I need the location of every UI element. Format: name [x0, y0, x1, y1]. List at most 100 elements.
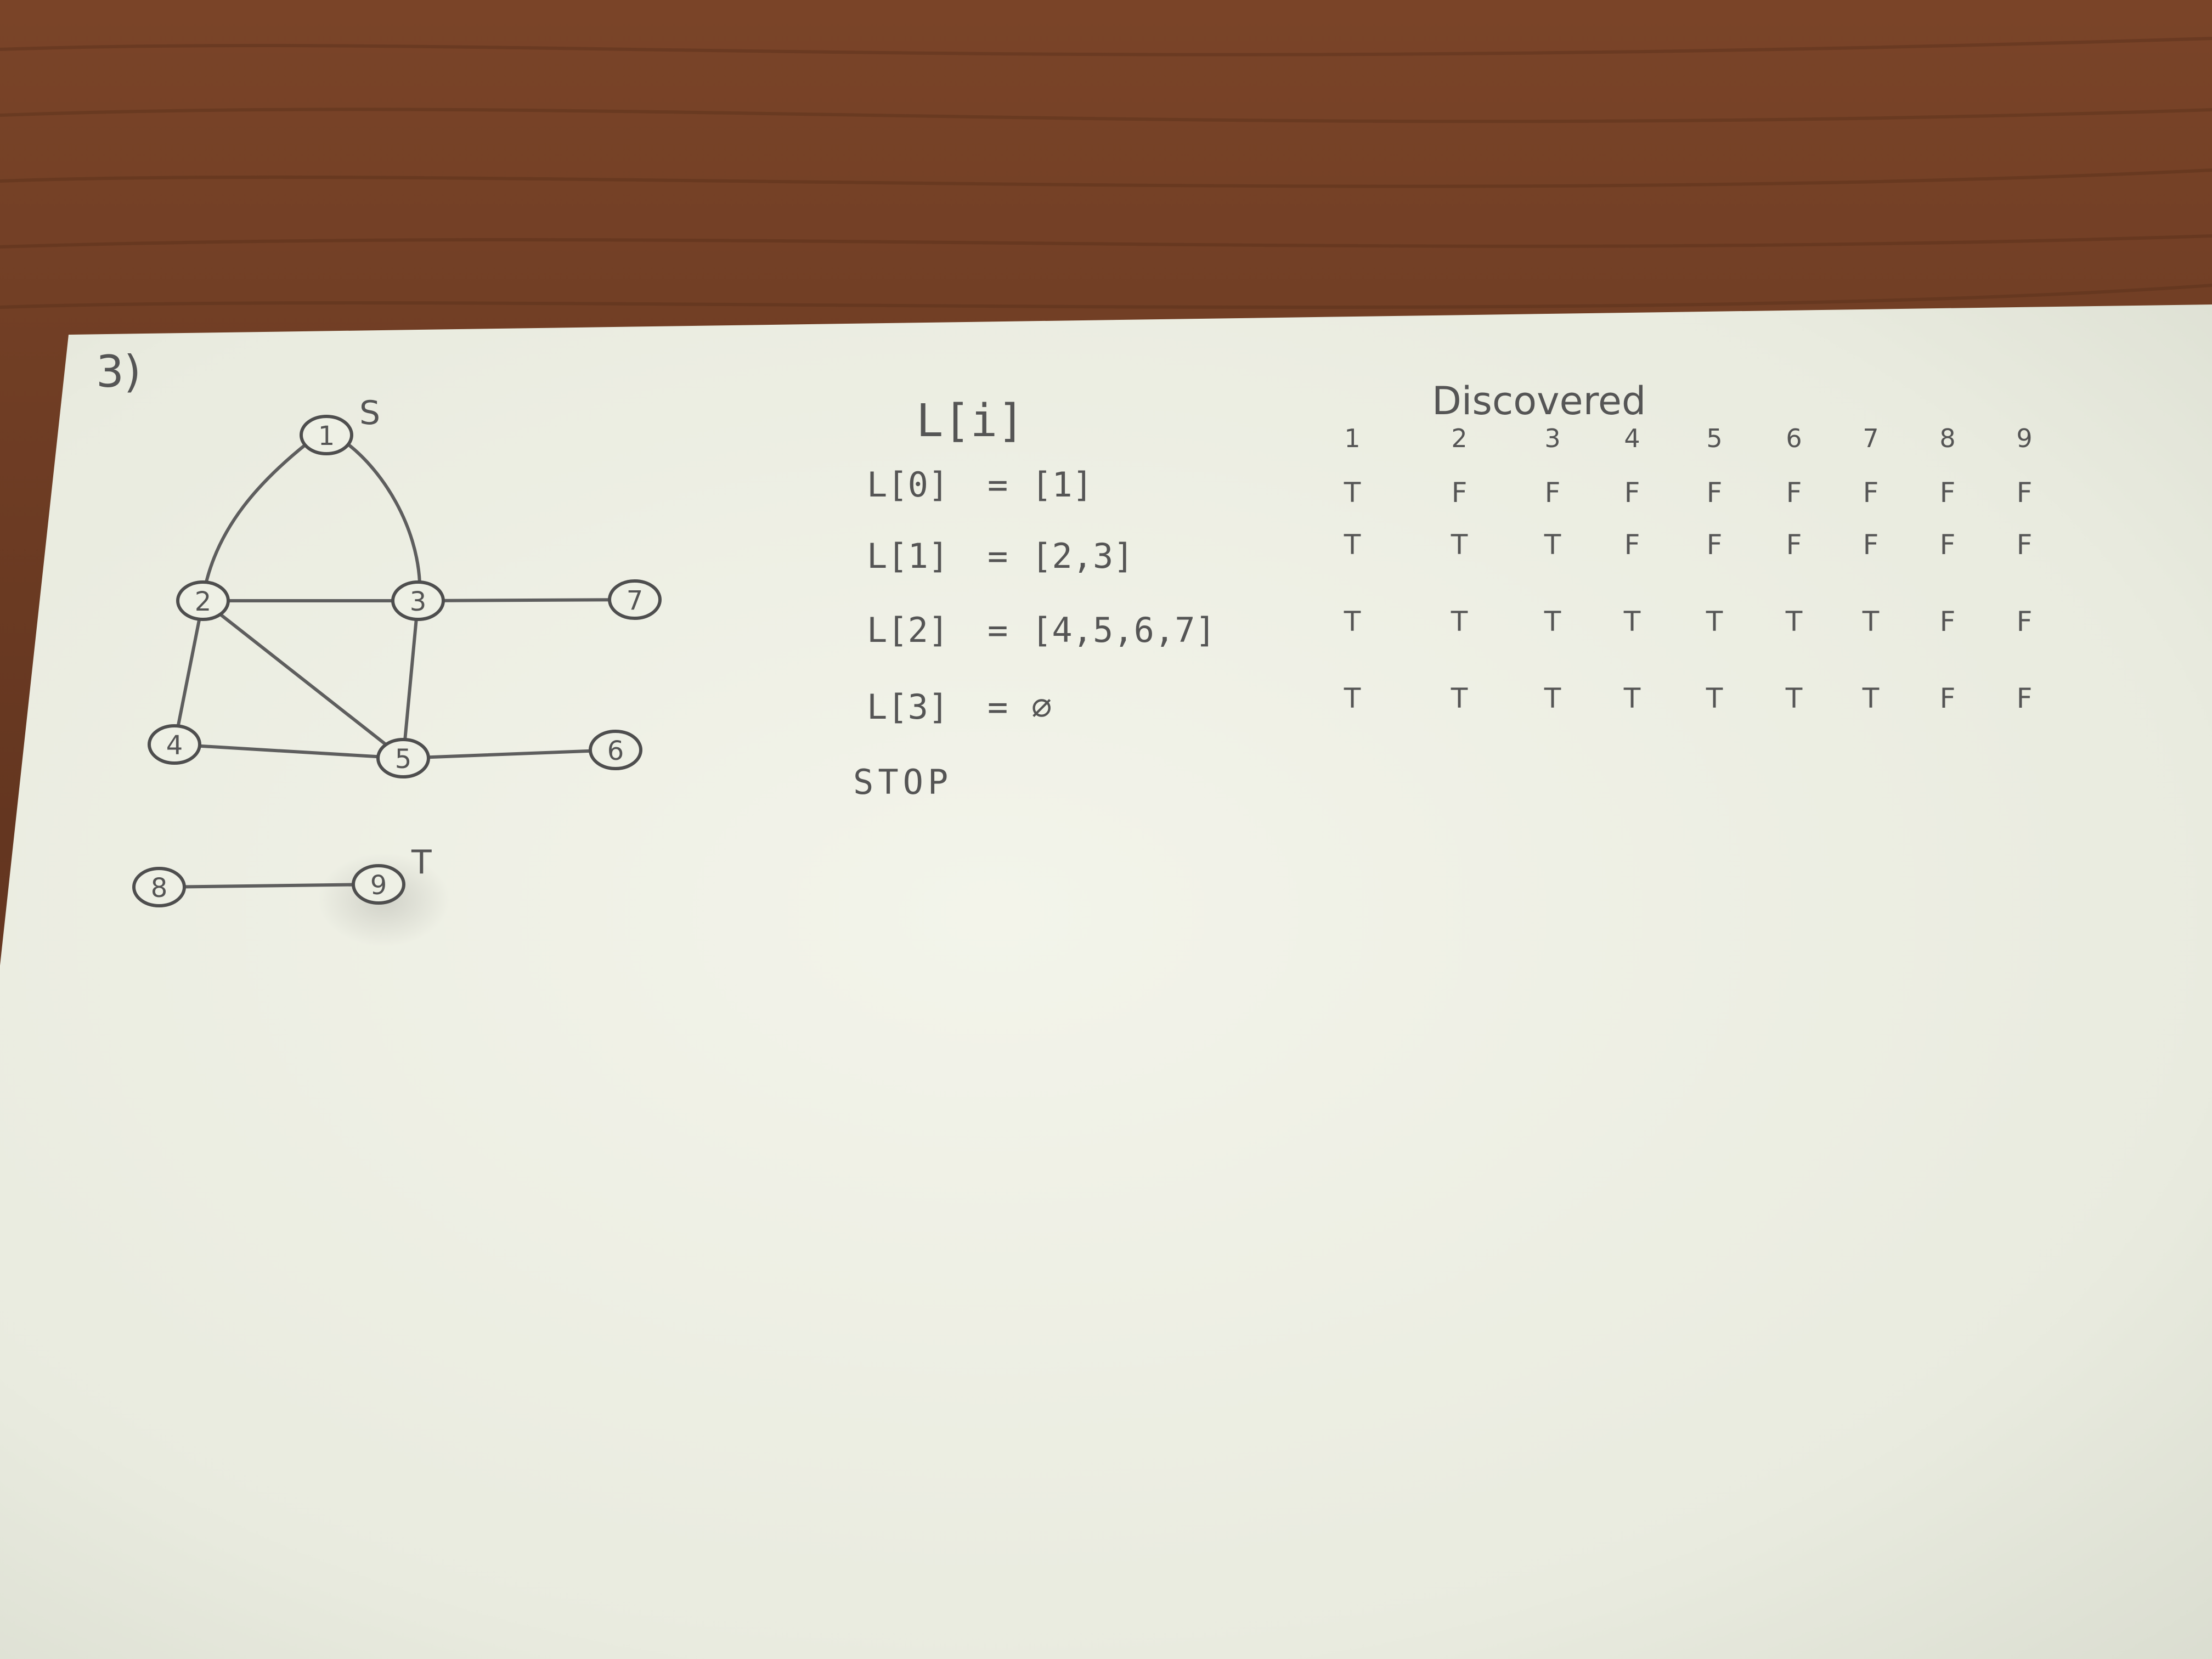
discovered-cell: F	[2017, 477, 2033, 509]
discovered-cell: T	[1344, 529, 1361, 561]
graph-edge-2-5	[201, 599, 405, 760]
layers-stop: STOP	[853, 762, 952, 802]
discovered-cell: F	[1940, 682, 1956, 714]
graph-node-label: 7	[627, 585, 644, 616]
discovered-cell: T	[1623, 682, 1641, 714]
graph-edge-3-7	[416, 598, 636, 602]
layer-row: L[1] = [2,3]	[867, 536, 1134, 576]
layer-rhs: [4,5,6,7]	[1031, 610, 1216, 650]
graph-edge-3-5	[402, 599, 420, 760]
paper-sheet	[0, 304, 2212, 1659]
discovered-cell: F	[1863, 477, 1879, 509]
discovered-cell: T	[1544, 529, 1561, 561]
discovered-heading: Discovered	[1432, 379, 1646, 424]
layer-row: L[2] = [4,5,6,7]	[867, 610, 1216, 650]
discovered-cell: F	[1863, 529, 1879, 561]
discovered-cell: T	[1344, 682, 1361, 714]
graph-diagram: 1S 2 3 4 5 6 7 8 9T	[132, 394, 662, 907]
graph-node-3: 3	[391, 580, 445, 621]
layer-rhs: ∅	[1031, 687, 1052, 727]
layer-equals: =	[988, 465, 1008, 505]
layers-section: L[i] L[0] = [1] L[1] = [2,3] L[2] = [4,5,6,7] L[3…	[853, 395, 1216, 802]
graph-edge-1-2	[204, 442, 309, 586]
layer-rhs: [1]	[1031, 465, 1093, 505]
graph-node-label: 4	[166, 730, 183, 761]
discovered-cell: F	[2017, 606, 2033, 637]
discovered-cell: F	[2017, 529, 2033, 561]
discovered-cell: T	[1785, 606, 1803, 637]
graph-node-tag: S	[359, 394, 380, 432]
discovered-cell: T	[1862, 606, 1880, 637]
discovered-cell: F	[1707, 529, 1723, 561]
discovered-column-header: 8	[1939, 424, 1955, 453]
discovered-cell: F	[1707, 477, 1723, 509]
discovered-cell: F	[1545, 477, 1561, 509]
discovered-cell: F	[1940, 529, 1956, 561]
graph-node-8: 8	[132, 867, 186, 907]
layer-lhs: L[3]	[867, 687, 949, 727]
graph-node-4: 4	[148, 724, 201, 765]
graph-node-label: 8	[151, 873, 168, 904]
graph-node-label: 3	[410, 586, 427, 617]
discovered-cell: T	[1544, 606, 1561, 637]
graph-node-7: 7	[608, 579, 662, 620]
problem-number: 3)	[96, 346, 141, 397]
layer-lhs: L[2]	[867, 610, 949, 650]
graph-nodes: 1S 2 3 4 5 6 7 8 9T	[132, 394, 662, 907]
discovered-column-header: 1	[1344, 424, 1360, 453]
layer-rhs: [2,3]	[1031, 536, 1134, 576]
discovered-cell: F	[1786, 529, 1802, 561]
wood-grain	[0, 37, 2212, 309]
graph-node-2: 2	[176, 580, 230, 621]
layer-equals: =	[988, 536, 1008, 576]
layer-lhs: L[1]	[867, 536, 949, 576]
graph-node-label: 2	[195, 586, 212, 617]
graph-node-9: 9T	[352, 843, 432, 905]
discovered-cell: T	[1451, 529, 1468, 561]
discovered-cell: F	[1624, 477, 1640, 509]
graph-edge-8-9	[157, 883, 380, 889]
discovered-cell: T	[1623, 606, 1641, 637]
discovered-cell: T	[1344, 477, 1361, 509]
discovered-column-header: 2	[1451, 424, 1467, 453]
graph-node-label: 9	[370, 870, 387, 901]
discovered-column-header: 4	[1624, 424, 1640, 453]
layers-heading: L[i]	[916, 395, 1024, 447]
discovered-cell: F	[2017, 682, 2033, 714]
graph-node-5: 5	[376, 738, 430, 778]
graph-edge-5-6	[402, 748, 617, 760]
graph-node-label: 1	[318, 421, 335, 452]
discovered-cell: T	[1785, 682, 1803, 714]
discovered-cell: T	[1862, 682, 1880, 714]
layer-row: L[3] = ∅	[867, 687, 1052, 727]
discovered-cell: T	[1706, 606, 1723, 637]
graph-node-tag: T	[411, 843, 432, 882]
discovered-column-header: 3	[1544, 424, 1560, 453]
graph-edges	[157, 442, 636, 889]
discovered-column-header: 5	[1706, 424, 1722, 453]
graph-edge-4-5	[173, 743, 405, 760]
discovered-cell: T	[1451, 682, 1468, 714]
discovered-cell: F	[1786, 477, 1802, 509]
discovered-column-header: 9	[2016, 424, 2032, 453]
graph-node-label: 5	[395, 744, 412, 775]
discovered-cell: T	[1451, 606, 1468, 637]
discovered-cell: T	[1344, 606, 1361, 637]
graph-node-6: 6	[589, 730, 642, 770]
layer-equals: =	[988, 687, 1008, 727]
graph-node-label: 6	[607, 736, 624, 766]
graph-node-1: 1S	[300, 394, 380, 455]
layer-row: L[0] = [1]	[867, 465, 1093, 505]
discovered-cell: T	[1706, 682, 1723, 714]
discovered-cell: F	[1940, 606, 1956, 637]
discovered-column-header: 6	[1786, 424, 1802, 453]
graph-edge-1-3	[345, 442, 421, 584]
discovered-cell: F	[1624, 529, 1640, 561]
layer-equals: =	[988, 610, 1008, 650]
